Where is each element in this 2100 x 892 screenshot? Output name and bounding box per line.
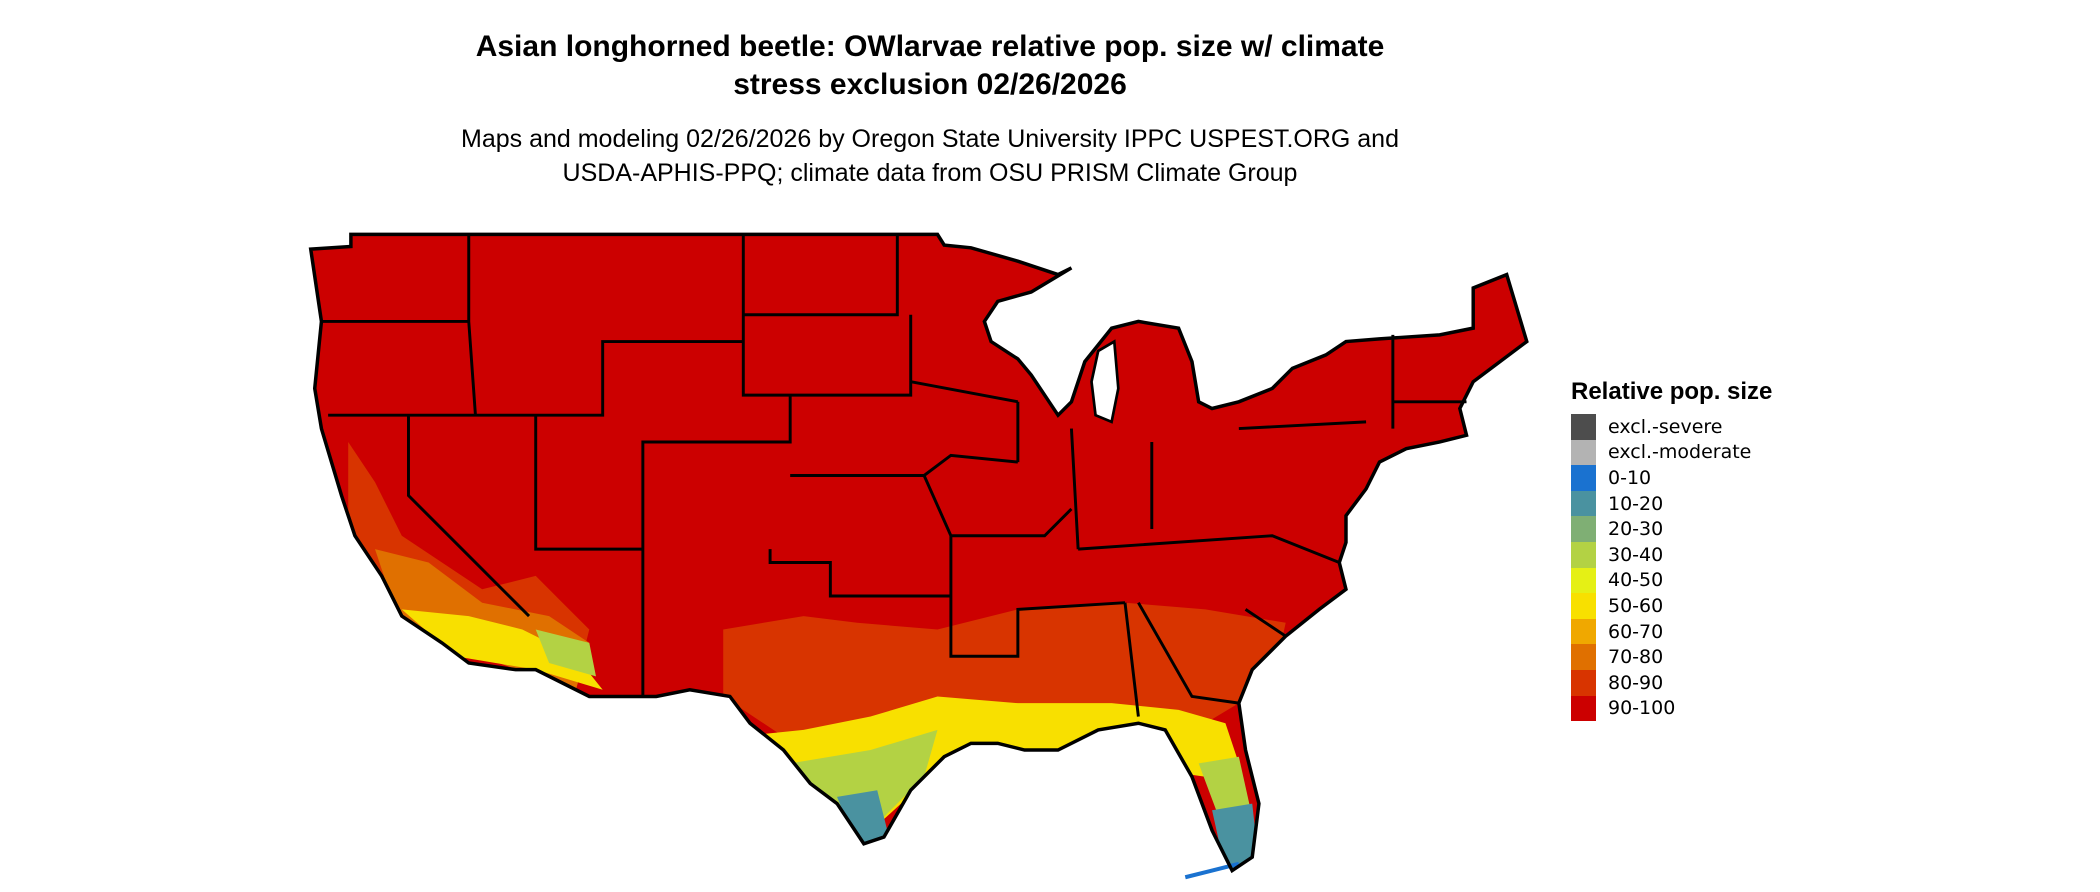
- map-subtitle-line1: Maps and modeling 02/26/2026 by Oregon S…: [461, 125, 1399, 153]
- legend-swatch: [1571, 593, 1596, 619]
- legend-swatch: [1571, 644, 1596, 670]
- legend-item: excl.-severe: [1571, 414, 1772, 440]
- legend-item: 60-70: [1571, 618, 1772, 645]
- legend: Relative pop. size excl.-severe excl.-mod…: [1571, 378, 1773, 722]
- map-title-line2: stress exclusion 02/26/2026: [733, 68, 1127, 101]
- legend-label: 20-30: [1608, 518, 1664, 541]
- legend-label: 60-70: [1608, 620, 1664, 643]
- legend-label: 0-10: [1608, 466, 1652, 489]
- legend-label: 30-40: [1608, 543, 1664, 566]
- legend-item: 80-90: [1571, 669, 1772, 696]
- lake-michigan: [1090, 339, 1120, 424]
- legend-item: 40-50: [1571, 567, 1772, 594]
- legend-swatch: [1571, 695, 1596, 722]
- zone-50-60-southwest: [401, 609, 603, 690]
- legend-swatch: [1571, 414, 1596, 440]
- legend-swatch: [1571, 669, 1596, 696]
- legend-label: 10-20: [1608, 492, 1664, 515]
- zone-30-40-arizona: [535, 629, 596, 677]
- legend-item: 20-30: [1571, 516, 1772, 542]
- legend-item: 50-60: [1571, 593, 1772, 619]
- zone-30-40-florida: [1198, 756, 1253, 817]
- legend-swatch: [1571, 439, 1596, 466]
- legend-item: 0-10: [1571, 465, 1772, 491]
- legend-item: 70-80: [1571, 644, 1772, 670]
- legend-swatch: [1571, 465, 1596, 491]
- legend-label: 90-100: [1608, 697, 1676, 720]
- legend-swatch: [1571, 516, 1596, 542]
- zone-10-20-texas: [837, 790, 891, 847]
- legend-label: excl.-moderate: [1608, 441, 1752, 464]
- legend-label: 70-80: [1608, 646, 1664, 669]
- state-borders: [321, 234, 1467, 717]
- legend-swatch: [1571, 618, 1596, 645]
- map-title-line1: Asian longhorned beetle: OWlarvae relati…: [475, 30, 1385, 63]
- legend-item: excl.-moderate: [1571, 439, 1772, 466]
- legend-swatch: [1571, 567, 1596, 594]
- legend-title: Relative pop. size: [1571, 378, 1773, 405]
- legend-swatch: [1571, 490, 1596, 517]
- legend-label: 50-60: [1608, 594, 1664, 617]
- legend-item: 30-40: [1571, 541, 1772, 568]
- legend-item: 10-20: [1571, 490, 1772, 517]
- zone-10-20-florida: [1212, 803, 1259, 871]
- legend-label: excl.-severe: [1608, 415, 1723, 438]
- legend-label: 40-50: [1608, 569, 1664, 592]
- legend-label: 80-90: [1608, 671, 1664, 694]
- legend-item: 90-100: [1571, 695, 1772, 722]
- map-subtitle-line2: USDA-APHIS-PPQ; climate data from OSU PR…: [562, 159, 1298, 187]
- legend-swatch: [1571, 541, 1596, 568]
